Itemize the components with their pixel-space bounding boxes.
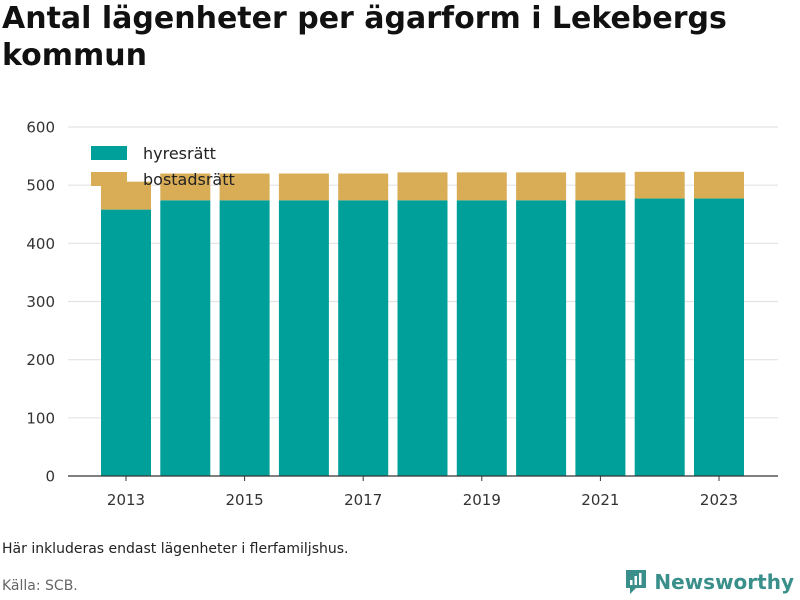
y-tick-label: 200: [26, 351, 55, 369]
y-tick-label: 300: [26, 293, 55, 311]
bar-bostadsratt-2022[interactable]: [634, 171, 685, 199]
x-tick-label: 2017: [344, 491, 382, 509]
y-tick-label: 0: [45, 468, 55, 486]
bar-hyresratt-2013[interactable]: [101, 209, 151, 476]
bar-bostadsratt-2023[interactable]: [694, 171, 744, 199]
y-tick-label: 500: [26, 177, 55, 195]
bar-bostadsratt-2013[interactable]: [101, 181, 151, 210]
newsworthy-logo[interactable]: Newsworthy: [624, 568, 794, 596]
bar-hyresratt-2014[interactable]: [160, 200, 211, 477]
bar-hyresratt-2019[interactable]: [456, 200, 507, 477]
newsworthy-logo-icon: [626, 570, 647, 594]
bar-hyresratt-2022[interactable]: [634, 198, 685, 477]
bar-bostadsratt-2019[interactable]: [456, 172, 507, 201]
bar-bostadsratt-2016[interactable]: [278, 173, 329, 201]
bar-hyresratt-2015[interactable]: [219, 200, 270, 477]
chart-source: Källa: SCB.: [2, 578, 78, 594]
legend-swatch-hyresratt: [91, 146, 127, 160]
bar-bostadsratt-2021[interactable]: [575, 172, 626, 201]
bar-bostadsratt-2014[interactable]: [160, 173, 211, 201]
y-tick-label: 600: [26, 119, 55, 137]
chart-note: Här inkluderas endast lägenheter i flerf…: [2, 541, 349, 557]
newsworthy-logo-text: Newsworthy: [654, 570, 794, 594]
bar-hyresratt-2023[interactable]: [694, 198, 744, 477]
x-tick-label: 2021: [581, 491, 619, 509]
bar-bostadsratt-2018[interactable]: [397, 172, 448, 201]
chart-title: Antal lägenheter per ägarform i Lekeberg…: [2, 1, 727, 73]
legend-label-bostadsratt: bostadsrätt: [143, 170, 235, 189]
y-tick-label: 400: [26, 235, 55, 253]
bar-bostadsratt-2020[interactable]: [516, 172, 567, 201]
x-tick-label: 2023: [700, 491, 738, 509]
bar-hyresratt-2018[interactable]: [397, 200, 448, 477]
x-tick-label: 2015: [226, 491, 264, 509]
bar-bostadsratt-2017[interactable]: [338, 173, 389, 201]
bar-hyresratt-2021[interactable]: [575, 200, 626, 477]
bar-hyresratt-2017[interactable]: [338, 200, 389, 477]
bar-bostadsratt-2015[interactable]: [219, 173, 270, 201]
bar-hyresratt-2020[interactable]: [516, 200, 567, 477]
bar-hyresratt-2016[interactable]: [278, 200, 329, 477]
x-tick-label: 2013: [107, 491, 145, 509]
legend-label-hyresratt: hyresrätt: [143, 144, 216, 163]
x-tick-label: 2019: [463, 491, 501, 509]
legend-swatch-bostadsratt: [91, 172, 127, 186]
y-tick-label: 100: [26, 409, 55, 427]
